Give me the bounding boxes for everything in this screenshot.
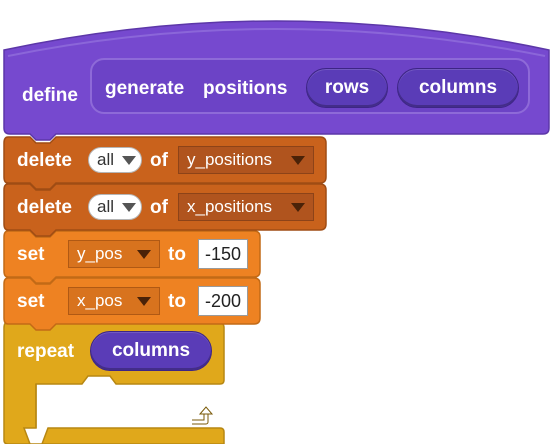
delete-keyword: delete	[17, 150, 72, 171]
of-label: of	[150, 150, 168, 171]
variable-dropdown[interactable]: x_pos	[68, 287, 160, 315]
set-keyword: set	[17, 244, 45, 265]
to-label: to	[168, 291, 186, 312]
chevron-down-icon	[122, 156, 136, 165]
chevron-down-icon	[122, 203, 136, 212]
delete-keyword: delete	[17, 197, 72, 218]
variable-dropdown[interactable]: y_pos	[68, 240, 160, 268]
chevron-down-icon	[137, 297, 151, 306]
delete-option-dropdown[interactable]: all	[88, 194, 142, 220]
chevron-down-icon	[291, 156, 305, 165]
variable-name: x_pos	[77, 291, 123, 310]
list-name: x_positions	[187, 197, 273, 216]
list-dropdown[interactable]: x_positions	[178, 193, 314, 221]
define-keyword: define	[22, 85, 78, 106]
set-keyword: set	[17, 291, 45, 312]
value-input[interactable]: -150	[198, 239, 248, 269]
chevron-down-icon	[137, 250, 151, 259]
variable-name: y_pos	[77, 244, 123, 263]
list-name: y_positions	[187, 150, 273, 169]
chevron-down-icon	[291, 203, 305, 212]
delete-option-value: all	[97, 197, 115, 216]
list-dropdown[interactable]: y_positions	[178, 146, 314, 174]
of-label: of	[150, 197, 168, 218]
to-label: to	[168, 244, 186, 265]
block-name-word: positions	[203, 78, 288, 99]
param-columns[interactable]: columns	[397, 68, 519, 108]
param-rows[interactable]: rows	[306, 68, 388, 108]
loop-arrow-icon	[192, 406, 214, 425]
repeat-keyword: repeat	[17, 341, 75, 362]
value-input[interactable]: -200	[198, 286, 248, 316]
delete-option-dropdown[interactable]: all	[88, 147, 142, 173]
block-name-word: generate	[105, 78, 185, 99]
delete-option-value: all	[97, 150, 115, 169]
param-columns-reporter[interactable]: columns	[90, 331, 212, 371]
